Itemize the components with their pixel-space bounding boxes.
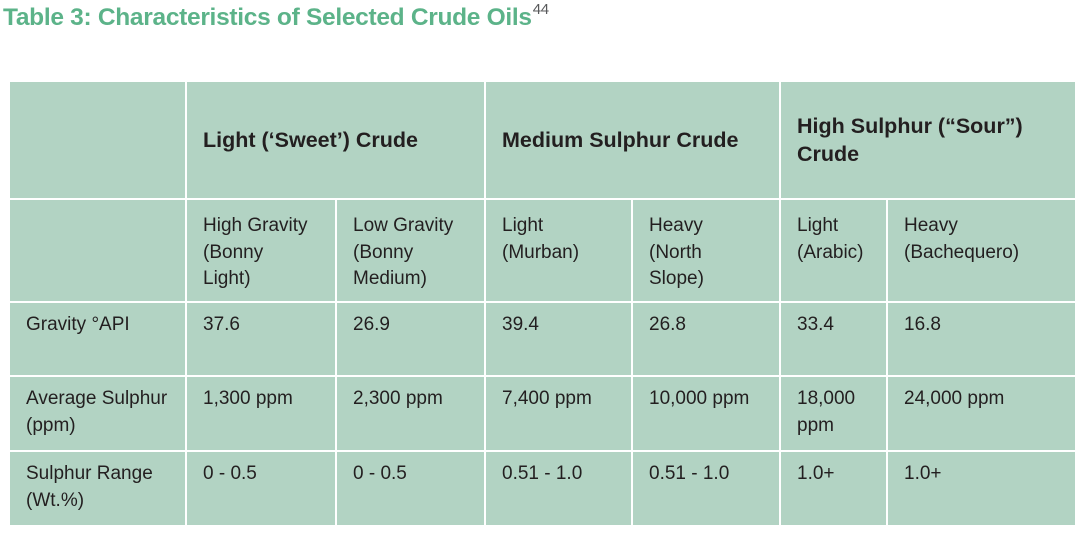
subheader-arabic: Light (Arabic)	[781, 200, 886, 301]
crude-oils-table: Light (‘Sweet’) Crude Medium Sulphur Cru…	[10, 82, 1075, 525]
subheader-murban: Light (Murban)	[486, 200, 631, 301]
value-cell: 18,000 ppm	[781, 377, 886, 450]
group-header-light-sweet: Light (‘Sweet’) Crude	[187, 82, 484, 198]
row-label-sulphur-range: Sulphur Range (Wt.%)	[10, 452, 185, 525]
value-cell: 1,300 ppm	[187, 377, 335, 450]
group-header-label: High Sulphur (“Sour”) Crude	[797, 113, 1023, 166]
value-cell: 16.8	[888, 303, 1075, 375]
value-cell: 33.4	[781, 303, 886, 375]
value-cell: 2,300 ppm	[337, 377, 484, 450]
value-cell: 24,000 ppm	[888, 377, 1075, 450]
table-title: Table 3: Characteristics of Selected Cru…	[3, 1, 549, 32]
footnote-ref: 44	[532, 1, 549, 18]
value-cell: 26.9	[337, 303, 484, 375]
group-header-medium-sulphur: Medium Sulphur Crude	[486, 82, 779, 198]
value-cell: 37.6	[187, 303, 335, 375]
value-cell: 0 - 0.5	[187, 452, 335, 525]
group-header-label: Light (‘Sweet’) Crude	[203, 127, 418, 152]
value-cell: 39.4	[486, 303, 631, 375]
value-cell: 1.0+	[781, 452, 886, 525]
value-cell: 26.8	[633, 303, 779, 375]
group-header-label: Medium Sulphur Crude	[502, 127, 739, 152]
corner-cell	[10, 82, 185, 198]
value-cell: 10,000 ppm	[633, 377, 779, 450]
value-cell: 1.0+	[888, 452, 1075, 525]
subheader-bonny-light: High Gravity (Bonny Light)	[187, 200, 335, 301]
table-title-text: Table 3: Characteristics of Selected Cru…	[3, 4, 532, 32]
subheader-spacer-cell	[10, 200, 185, 301]
row-label-average-sulphur: Average Sulphur (ppm)	[10, 377, 185, 450]
value-cell: 0 - 0.5	[337, 452, 484, 525]
value-cell: 7,400 ppm	[486, 377, 631, 450]
subheader-bachequero: Heavy (Bachequero)	[888, 200, 1075, 301]
value-cell: 0.51 - 1.0	[486, 452, 631, 525]
row-label-gravity: Gravity °API	[10, 303, 185, 375]
group-header-high-sulphur: High Sulphur (“Sour”) Crude	[781, 82, 1075, 198]
subheader-north-slope: Heavy (North Slope)	[633, 200, 779, 301]
subheader-bonny-medium: Low Gravity (Bonny Medium)	[337, 200, 484, 301]
value-cell: 0.51 - 1.0	[633, 452, 779, 525]
